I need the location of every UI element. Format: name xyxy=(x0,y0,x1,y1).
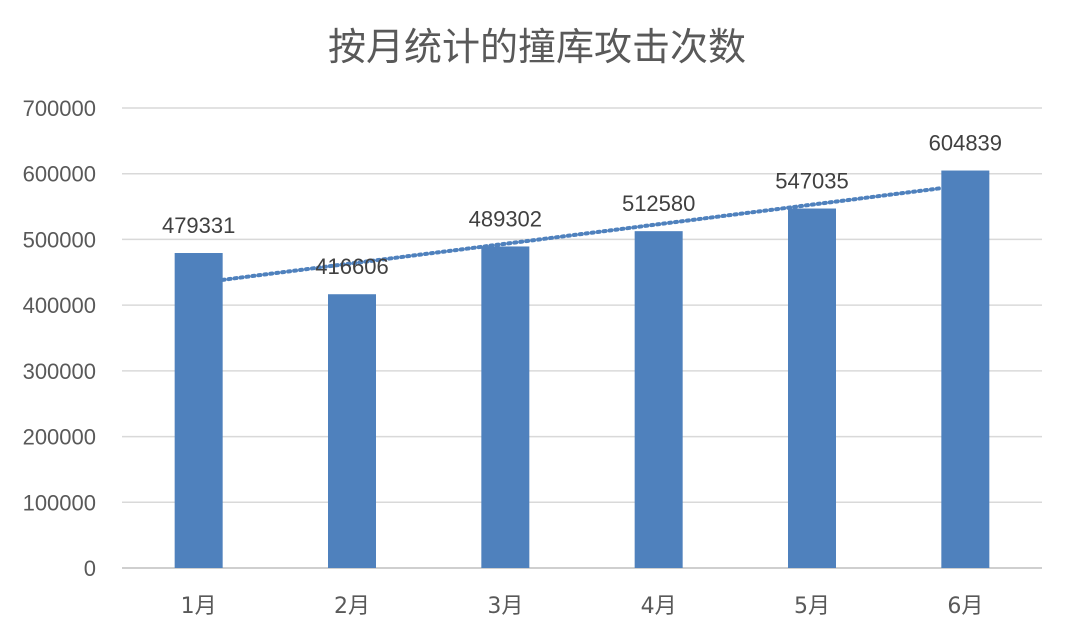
chart-title: 按月统计的撞库攻击次数 xyxy=(328,25,746,69)
bar xyxy=(634,231,683,568)
y-tick-label: 0 xyxy=(84,556,96,581)
y-tick-label: 200000 xyxy=(23,425,96,450)
x-tick-label: 6月 xyxy=(947,594,983,619)
y-axis-tick-labels: 0 100000 200000 300000 400000 500000 600000 700… xyxy=(23,96,96,581)
data-label: 604839 xyxy=(929,131,1002,156)
x-axis-tick-labels: 1月 2月 3月 4月 5月 6月 xyxy=(181,594,984,619)
data-label: 479331 xyxy=(162,213,235,238)
y-tick-label: 700000 xyxy=(23,96,96,121)
y-tick-label: 100000 xyxy=(23,490,96,515)
y-tick-label: 400000 xyxy=(23,293,96,318)
x-tick-label: 4月 xyxy=(641,594,677,619)
data-label: 547035 xyxy=(775,169,848,194)
y-tick-label: 600000 xyxy=(23,162,96,187)
bar xyxy=(174,253,223,569)
bar xyxy=(481,246,530,568)
data-labels: 479331 416606 489302 512580 547035 604839 xyxy=(162,131,1002,280)
x-tick-label: 3月 xyxy=(487,594,523,619)
data-label: 416606 xyxy=(315,254,388,279)
x-tick-label: 5月 xyxy=(794,594,830,619)
bar xyxy=(328,294,376,568)
y-tick-label: 300000 xyxy=(23,359,96,384)
data-label: 489302 xyxy=(469,206,542,231)
bars xyxy=(174,170,990,569)
gridlines xyxy=(122,107,1042,569)
x-tick-label: 2月 xyxy=(334,594,370,619)
x-tick-label: 1月 xyxy=(181,594,217,619)
y-tick-label: 500000 xyxy=(23,227,96,252)
trendline-group xyxy=(220,186,944,282)
data-label: 512580 xyxy=(622,191,695,216)
bar xyxy=(941,170,990,569)
trendline xyxy=(220,186,944,282)
bar xyxy=(788,208,836,569)
